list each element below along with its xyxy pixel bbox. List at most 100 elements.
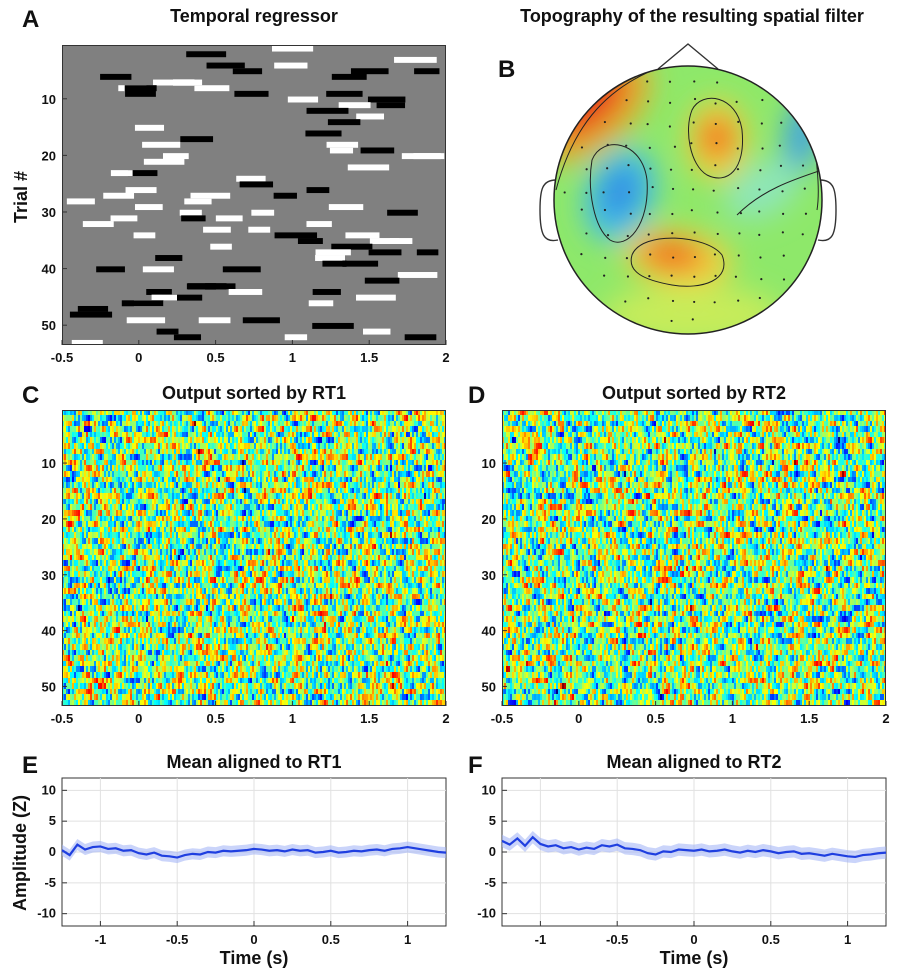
panel-title-e: Mean aligned to RT1: [166, 752, 342, 772]
electrode-59: [716, 211, 719, 214]
electrode-58: [690, 209, 693, 212]
panel-letter-b: B: [498, 56, 516, 83]
topo-blob-mid-cyan: [725, 159, 799, 221]
electrode-41: [563, 191, 566, 194]
electrode-42: [585, 191, 588, 194]
electrode-95: [647, 297, 650, 300]
x-tick-label-a-3: 1: [289, 350, 296, 365]
y-tick-label-d-3: 40: [482, 624, 496, 639]
electrode-67: [647, 233, 650, 236]
x-tick-label-f-3: 0.5: [762, 932, 780, 947]
regressor-raster: [62, 45, 446, 345]
panel-letter-f: F: [468, 752, 483, 779]
contour-line-5: [736, 169, 822, 216]
electrode-46: [671, 187, 675, 191]
electrode-26: [715, 142, 718, 145]
electrode-32: [627, 164, 630, 167]
electrode-3: [716, 81, 719, 84]
electrode-85: [603, 274, 606, 277]
electrode-70: [716, 232, 719, 236]
electrode-14: [668, 125, 671, 128]
x-tick-label-f-4: 1: [844, 932, 851, 947]
x-tick-label-d-0: -0.5: [491, 711, 513, 726]
panel-title-a: Temporal regressor: [170, 6, 338, 26]
y-tick-label-f-4: 10: [482, 782, 496, 797]
electrode-21: [606, 143, 609, 146]
electrode-48: [712, 189, 715, 192]
electrode-102: [691, 318, 694, 321]
electrode-68: [671, 232, 674, 235]
electrode-1: [668, 80, 672, 83]
y-tick-label-a-2: 30: [42, 205, 56, 220]
x-tick-label-a-5: 2: [442, 350, 449, 365]
contour-line-2: [688, 97, 744, 179]
y-tick-label-d-4: 50: [482, 679, 496, 694]
electrode-17: [737, 120, 740, 123]
x-tick-label-a-0: -0.5: [51, 350, 73, 365]
electrode-23: [648, 146, 651, 149]
electrode-19: [780, 121, 783, 124]
x-tick-label-f-2: 0: [690, 932, 697, 947]
y-tick-label-c-3: 40: [42, 624, 56, 639]
electrode-94: [624, 300, 627, 303]
electrode-101: [670, 319, 673, 323]
panel-title-b: Topography of the resulting spatial filt…: [520, 6, 864, 26]
y-tick-label-d-1: 20: [482, 512, 496, 527]
electrode-84: [782, 254, 785, 257]
scalp-topography: [539, 43, 837, 335]
electrode-4: [625, 99, 628, 102]
x-tick-label-c-5: 2: [442, 711, 449, 726]
mean-line-f-0: [501, 835, 887, 859]
electrode-76: [604, 256, 607, 259]
topography-map: [554, 66, 822, 334]
electrode-75: [580, 253, 583, 256]
electrode-45: [651, 185, 654, 189]
y-tick-label-a-3: 40: [42, 262, 56, 277]
x-tick-label-a-4: 1.5: [360, 350, 378, 365]
electrode-47: [692, 188, 695, 191]
electrode-78: [649, 253, 652, 256]
electrode-62: [782, 212, 785, 215]
panel-letter-c: C: [22, 382, 40, 409]
x-tick-label-d-1: 0: [575, 711, 582, 726]
electrode-71: [738, 232, 741, 235]
electrode-35: [690, 168, 693, 171]
electrode-0: [646, 80, 649, 83]
electrode-55: [629, 212, 632, 215]
electrode-88: [670, 274, 673, 277]
electrode-93: [782, 278, 786, 281]
y-tick-label-e-2: 0: [49, 844, 56, 859]
electrode-74: [801, 233, 804, 236]
electrode-8: [714, 102, 717, 105]
y-tick-label-c-0: 10: [42, 456, 56, 471]
error-band-e-0: [62, 839, 446, 864]
electrode-49: [737, 186, 740, 190]
electrode-28: [761, 147, 764, 150]
electrode-87: [648, 275, 651, 278]
electrode-53: [580, 208, 583, 211]
electrode-72: [758, 233, 761, 236]
x-tick-label-f-1: -0.5: [606, 932, 628, 947]
electrode-37: [736, 168, 740, 171]
panel-letter-a: A: [22, 6, 40, 33]
panel-letter-d: D: [468, 382, 486, 409]
x-tick-label-c-4: 1.5: [360, 711, 378, 726]
electrode-92: [760, 278, 763, 281]
electrode-56: [648, 212, 651, 216]
electrode-22: [625, 144, 628, 147]
electrode-60: [739, 212, 743, 215]
error-band-f-0: [502, 831, 886, 864]
panel-letter-e: E: [22, 752, 39, 779]
topo-blob-central-core: [701, 118, 733, 158]
y-tick-label-e-4: 10: [42, 782, 56, 797]
electrode-65: [606, 234, 610, 237]
y-tick-label-f-2: 0: [489, 844, 496, 859]
electrode-69: [693, 231, 696, 234]
electrode-15: [692, 121, 695, 124]
electrode-96: [671, 299, 675, 303]
x-tick-label-d-5: 2: [882, 711, 889, 726]
electrode-36: [714, 164, 717, 167]
electrode-79: [672, 256, 675, 259]
